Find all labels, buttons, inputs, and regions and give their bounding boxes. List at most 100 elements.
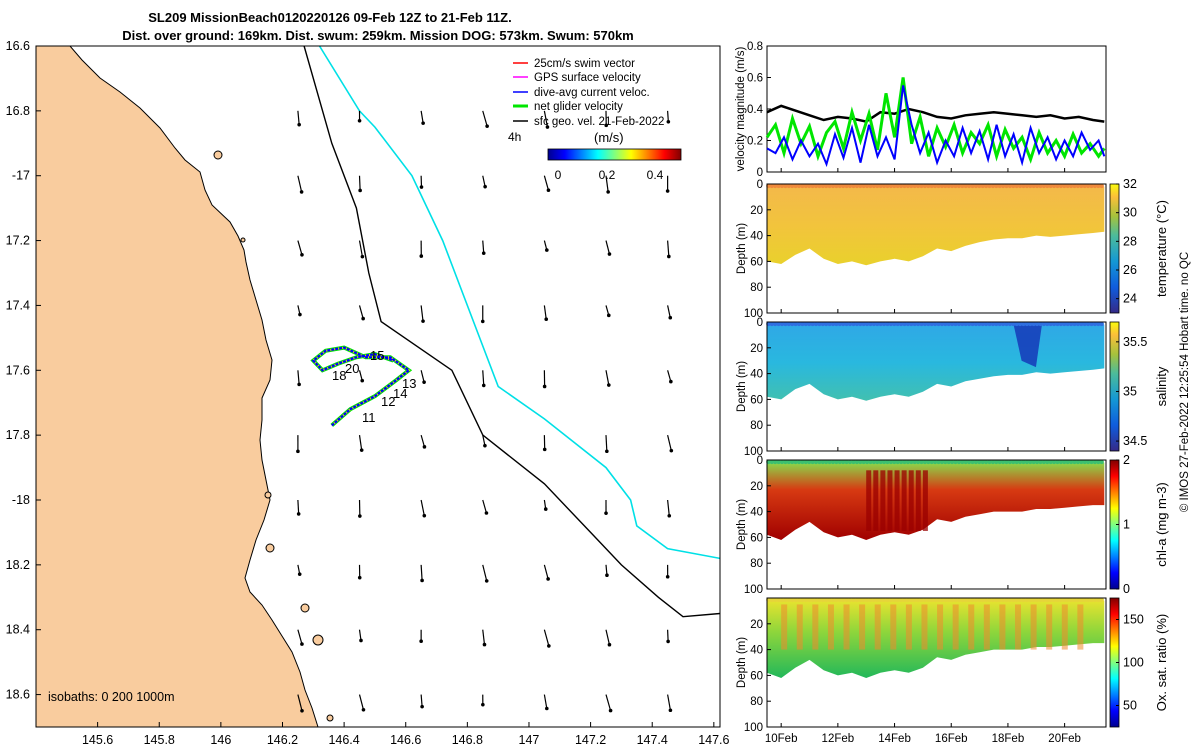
oxygen-section-surface-sample: [943, 597, 948, 603]
velocity-arrow: [358, 175, 361, 191]
chla-section-surface-sample: [1014, 459, 1019, 465]
temperature-section-surface-sample: [1072, 183, 1077, 189]
chla-section-surface-sample: [1038, 459, 1043, 465]
chla-section-surface-sample: [905, 459, 911, 465]
map-x-tick-label: 145.8: [144, 733, 175, 747]
oxygen-section-surface-sample: [1045, 597, 1050, 603]
chla-section-surface-sample: [1048, 459, 1053, 465]
salinity-section-surface-sample: [875, 321, 880, 327]
map-y-tick-label: -17: [12, 169, 30, 183]
salinity-section-surface-sample: [1075, 321, 1081, 327]
velocity-arrow-head: [361, 316, 365, 321]
surface-velocity-arrows: [296, 110, 674, 713]
chla-section-surface-sample: [888, 459, 894, 465]
velocity-arrow: [482, 629, 486, 645]
chla-section-surface-sample: [1045, 459, 1050, 465]
oxygen-section-surface-sample: [939, 597, 945, 603]
velocity-arrow-head: [419, 185, 424, 189]
salinity-section-surface-sample: [851, 321, 856, 327]
velocity-arrow-head: [359, 448, 364, 452]
temperature-section-surface-sample: [1031, 183, 1036, 189]
velocity-arrow-head: [483, 184, 487, 189]
colorbar-tick-0: 0: [555, 168, 562, 182]
salinity-section-surface-sample: [881, 321, 887, 327]
chla-section-surface-sample: [902, 459, 907, 465]
velocity-arrow-head: [543, 507, 548, 511]
salinity-section-surface-sample: [1004, 321, 1009, 327]
oxygen-section-surface-sample: [1000, 597, 1006, 603]
salinity-section-y-tick-label: 40: [750, 369, 763, 381]
chla-section-surface-sample: [817, 459, 822, 465]
velocity-series: [765, 77, 1106, 168]
oxygen-section-surface-sample: [868, 597, 873, 603]
temperature-section-colorbar: [1109, 183, 1120, 314]
oxygen-section-surface-sample: [1041, 597, 1047, 603]
salinity-section-surface-sample: [919, 321, 924, 327]
salinity-section-surface-sample: [796, 321, 802, 327]
velocity-arrow: [482, 499, 488, 514]
salinity-section-surface-sample: [902, 321, 907, 327]
velocity-arrow-head: [546, 577, 550, 581]
oxygen-section-surface-sample: [885, 597, 890, 603]
velocity-arrow-head: [665, 189, 670, 193]
temperature-section-surface-sample: [800, 183, 805, 189]
chla-section-surface-sample: [956, 459, 962, 465]
oxygen-section-surface-sample: [1017, 597, 1023, 603]
temperature-section-surface-sample: [807, 183, 812, 189]
oxygen-section-surface-sample: [824, 597, 829, 603]
map-y-tick-label: 18.6: [6, 688, 30, 702]
temperature-section-surface-sample: [926, 183, 931, 189]
chla-section-surface-sample: [929, 459, 934, 465]
velocity-arrow-head: [605, 449, 609, 454]
velocity-arrow: [667, 435, 672, 451]
temperature-section-surface-sample: [844, 183, 849, 189]
chla-section-surface-sample: [990, 459, 996, 465]
temperature-section-surface-sample: [1034, 183, 1040, 189]
chla-section-surface-sample: [824, 459, 829, 465]
temperature-section-surface-sample: [1068, 183, 1074, 189]
velocity-arrow-head: [542, 384, 547, 389]
velocity-arrow-head: [481, 383, 486, 388]
velocity-arrow: [358, 305, 364, 319]
track-label-14: 14: [393, 386, 407, 401]
temperature-section-surface-sample: [960, 183, 965, 189]
velocity-arrow-head: [606, 313, 611, 318]
velocity-arrow: [420, 694, 423, 707]
temperature-section-surface-sample: [1014, 183, 1019, 189]
salinity-section-surface-sample: [909, 321, 914, 327]
chla-section-surface-sample: [779, 459, 785, 465]
velocity-arrow: [605, 240, 611, 255]
salinity-section-surface-sample: [1038, 321, 1043, 327]
oxygen-section-surface-sample: [1051, 597, 1057, 603]
oxygen-section-surface-sample: [783, 597, 788, 603]
velocity-arrow-head: [604, 511, 608, 515]
oxygen-section-surface-sample: [922, 597, 928, 603]
chla-section-surface-sample: [1034, 459, 1040, 465]
time-tick-label: 14Feb: [878, 733, 911, 745]
temperature-section-surface-sample: [1058, 183, 1064, 189]
time-tick-label: 10Feb: [765, 733, 798, 745]
velocity-arrow: [605, 370, 610, 386]
figure-title-line2: Dist. over ground: 169km. Dist. swum: 25…: [122, 28, 634, 43]
salinity-section-surface-sample: [827, 321, 832, 327]
oxygen-high-band: [937, 604, 944, 650]
chla-high-band: [922, 470, 928, 531]
oxygen-section-surface-sample: [854, 597, 860, 603]
oxygen-section-colorbar-tick-label: 50: [1123, 699, 1137, 713]
salinity-section-surface-sample: [1065, 321, 1070, 327]
oxygen-section-surface-sample: [881, 597, 887, 603]
oxygen-section-surface-sample: [1055, 597, 1060, 603]
salinity-section-surface-sample: [936, 321, 941, 327]
velocity-arrow-head: [358, 188, 362, 193]
temperature-section-colorbar-tick-label: 24: [1123, 292, 1137, 306]
oxygen-section-surface-sample: [786, 597, 791, 603]
oxygen-section-ylabel: Depth (m): [736, 637, 748, 688]
chla-high-band: [873, 470, 879, 531]
map-y-tick-label: 17.8: [6, 428, 30, 442]
velocity-arrow-head: [419, 254, 424, 258]
chla-section-surface-sample: [773, 459, 778, 465]
temperature-section-surface-sample: [1038, 183, 1043, 189]
low-salinity-patch: [1013, 324, 1042, 368]
chla-section-surface-sample: [847, 459, 853, 465]
velocity-arrow: [482, 370, 485, 386]
